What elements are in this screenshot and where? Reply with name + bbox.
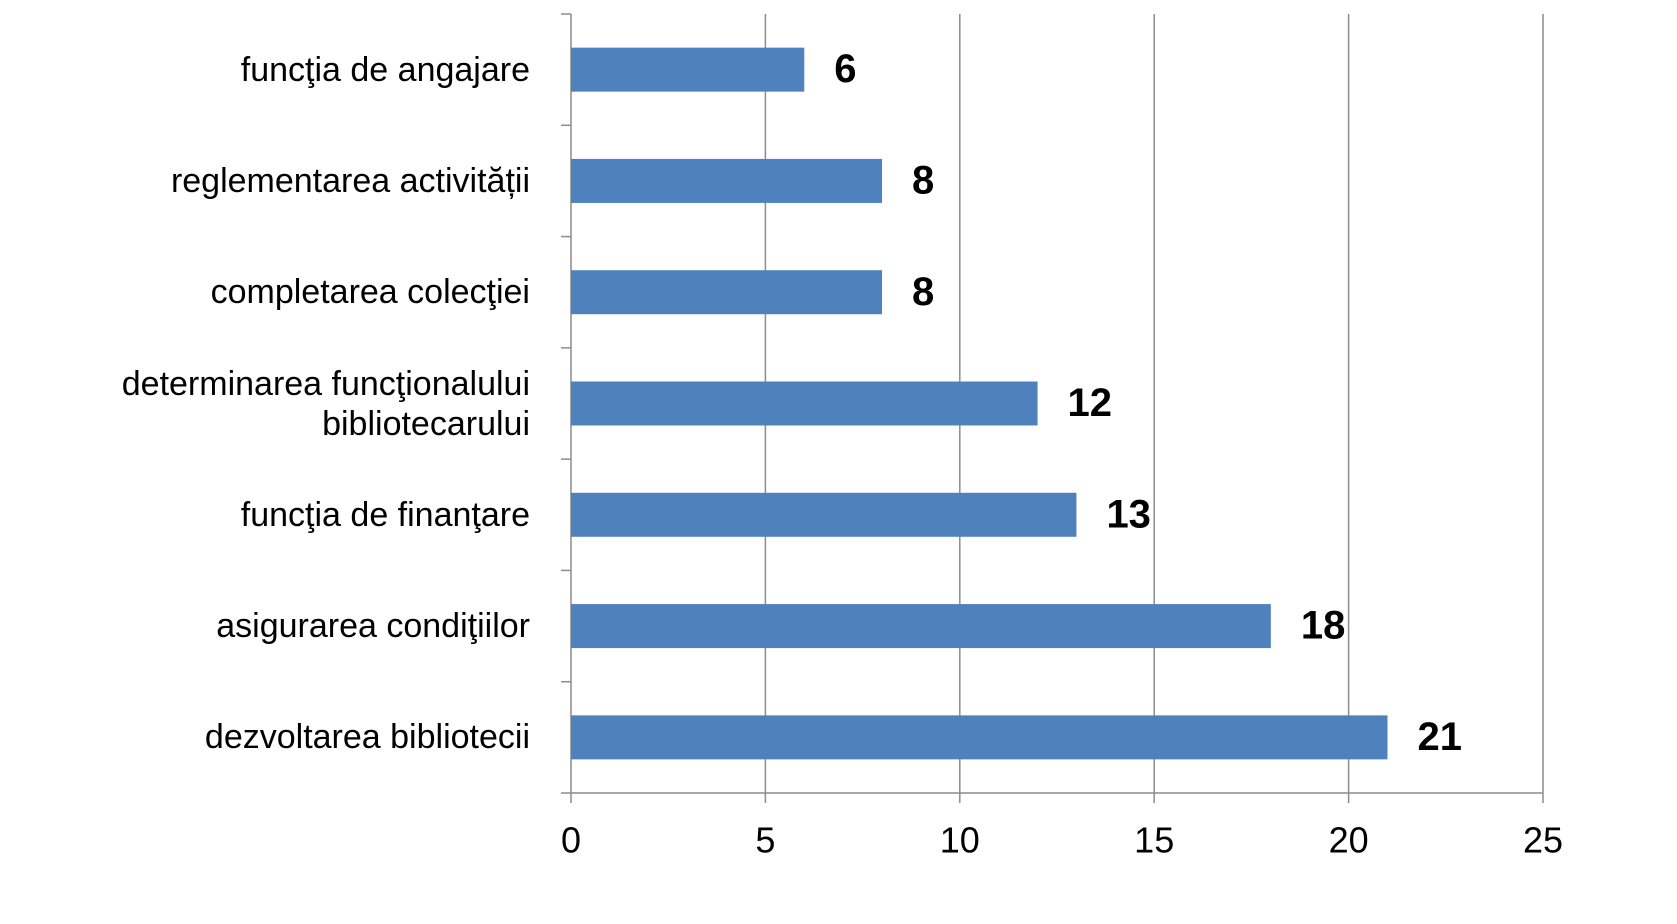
y-tick-label: dezvoltarea bibliotecii	[204, 718, 530, 757]
bar	[571, 604, 1271, 649]
y-tick-label: asigurarea condiţiilor	[216, 607, 530, 646]
y-tick-label: completarea colecţiei	[210, 273, 530, 312]
bar	[571, 492, 1077, 537]
bar	[571, 47, 805, 92]
value-label: 18	[1301, 604, 1346, 648]
bar	[571, 270, 883, 315]
bar	[571, 381, 1038, 426]
x-tick-label: 20	[1329, 820, 1369, 861]
value-label: 8	[912, 158, 934, 202]
x-tick-label: 10	[940, 820, 980, 861]
y-tick-label: determinarea funcţionalului bibliotecaru…	[121, 364, 530, 443]
y-tick-label: funcţia de finanţare	[240, 495, 530, 534]
x-tick-label: 25	[1523, 820, 1563, 861]
value-label: 21	[1417, 715, 1462, 759]
y-tick-label: funcţia de angajare	[240, 50, 530, 89]
value-label: 6	[834, 47, 856, 91]
y-tick-label: reglementarea activității	[170, 161, 530, 200]
x-tick-label: 0	[561, 820, 581, 861]
x-tick-label: 5	[755, 820, 775, 861]
x-tick-label: 15	[1134, 820, 1174, 861]
bar	[571, 715, 1388, 760]
value-label: 12	[1068, 381, 1113, 425]
value-label: 13	[1106, 492, 1151, 536]
value-label: 8	[912, 270, 934, 314]
bar	[571, 158, 883, 203]
